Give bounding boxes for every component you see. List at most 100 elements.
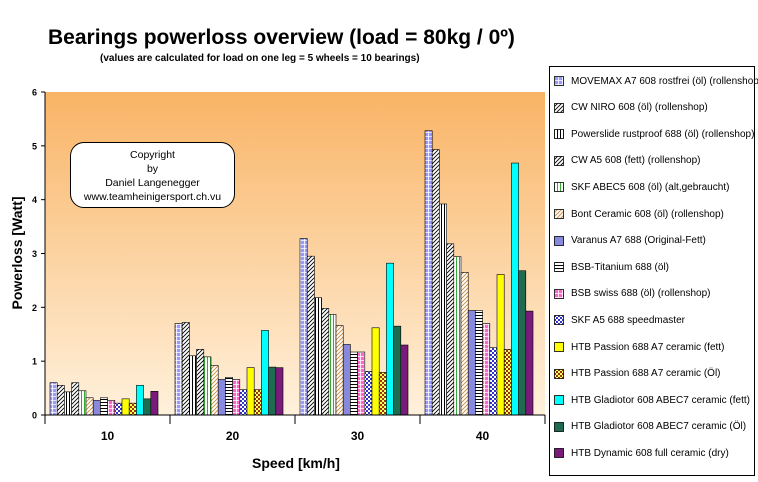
chart-area: 0 1 2 3 4 5 6 10 20 30 40 — [32, 88, 546, 443]
x-tick-label: 40 — [476, 429, 490, 443]
bar — [342, 344, 351, 416]
legend-swatch — [554, 395, 564, 406]
bar — [378, 372, 387, 416]
legend-label: SKF A5 688 speedmaster — [571, 314, 685, 326]
y-tick-label: 0 — [32, 411, 37, 421]
legend-label: Bont Ceramic 608 (öl) (rollenshop) — [571, 208, 724, 220]
bar — [275, 367, 284, 416]
legend-item: Varanus A7 688 (Original-Fett) — [554, 234, 706, 248]
bar — [357, 351, 366, 416]
legend-item: Powerslide rustproof 688 (öl) (rollensho… — [554, 127, 754, 141]
bar — [371, 327, 380, 416]
bar — [71, 382, 80, 416]
bar — [261, 330, 269, 416]
y-tick-label: 1 — [32, 357, 37, 367]
legend-item: BSB swiss 688 (öl) (rollenshop) — [554, 287, 711, 301]
legend-label: HTB Passion 688 A7 ceramic (Öl) — [571, 368, 721, 380]
bar — [525, 310, 534, 416]
legend-item: HTB Dynamic 608 full ceramic (dry) — [554, 446, 729, 460]
legend-label: Powerslide rustproof 688 (öl) (rollensho… — [571, 128, 755, 140]
bar — [196, 349, 205, 416]
legend-swatch — [554, 182, 564, 193]
bar — [321, 308, 330, 416]
copyright-box: Copyright by Daniel Langenegger www.team… — [70, 142, 235, 208]
y-tick-label: 4 — [32, 195, 37, 205]
bar — [386, 262, 394, 416]
legend-label: SKF ABEC5 608 (öl) (alt,gebraucht) — [571, 181, 730, 193]
copyright-line: Daniel Langenegger — [105, 177, 200, 189]
legend-swatch — [554, 155, 564, 166]
bar — [511, 162, 519, 416]
legend-label: Varanus A7 688 (Original-Fett) — [571, 235, 706, 247]
bar — [189, 355, 197, 416]
bar — [136, 385, 144, 416]
bar — [114, 402, 123, 416]
bar — [503, 349, 512, 416]
legend-item: CW NIRO 608 (öl) (rollenshop) — [554, 101, 708, 115]
bar — [64, 391, 72, 416]
legend-item: SKF A5 688 speedmaster — [554, 313, 685, 327]
legend-swatch — [554, 235, 564, 246]
legend-item: SKF ABEC5 608 (öl) (alt,gebraucht) — [554, 180, 729, 194]
bar — [56, 385, 65, 416]
legend-item: HTB Passion 688 A7 ceramic (fett) — [554, 340, 724, 354]
copyright-line: www.teamheinigersport.ch.vu — [83, 191, 222, 203]
bar — [128, 402, 137, 416]
copyright-line: Copyright — [130, 149, 175, 161]
bar — [268, 366, 277, 416]
bar — [85, 397, 94, 416]
bar — [431, 149, 440, 416]
bar — [299, 238, 308, 416]
bar — [225, 377, 233, 416]
bar — [49, 382, 58, 416]
bar — [232, 379, 241, 416]
bar — [424, 130, 433, 416]
bar — [253, 389, 262, 416]
y-tick-label: 2 — [32, 303, 37, 313]
legend-label: HTB Gladiotor 608 ABEC7 ceramic (fett) — [571, 394, 750, 406]
legend-label: MOVEMAX A7 608 rostfrei (öl) (rollenshop… — [571, 75, 758, 87]
x-tick-label: 10 — [101, 429, 115, 443]
bar — [210, 365, 219, 416]
y-tick-label: 3 — [32, 249, 37, 259]
x-tick-label: 30 — [351, 429, 365, 443]
legend-item: HTB Gladiotor 608 ABEC7 ceramic (fett) — [554, 393, 750, 407]
legend-label: HTB Dynamic 608 full ceramic (dry) — [571, 447, 729, 459]
legend-item: BSB-Titanium 688 (öl) — [554, 260, 669, 274]
x-tick-label: 20 — [226, 429, 240, 443]
y-axis-label: Powerloss [Watt] — [9, 196, 25, 310]
copyright-line: by — [146, 163, 159, 175]
bar — [489, 347, 498, 416]
legend-swatch — [554, 288, 564, 299]
bar — [482, 323, 491, 416]
legend-label: BSB swiss 688 (öl) (rollenshop) — [571, 288, 711, 300]
bar — [306, 255, 315, 416]
legend-label: CW NIRO 608 (öl) (rollenshop) — [571, 102, 708, 114]
bar — [121, 398, 130, 416]
legend-item: Bont Ceramic 608 (öl) (rollenshop) — [554, 207, 724, 221]
legend-swatch — [554, 209, 564, 219]
bar — [446, 243, 455, 416]
bar — [400, 344, 409, 416]
bar — [475, 310, 483, 416]
legend-swatch — [554, 102, 564, 113]
bar — [328, 314, 337, 416]
chart-title: Bearings powerloss overview (load = 80kg… — [48, 26, 515, 49]
bar — [92, 400, 101, 416]
bar — [364, 371, 373, 416]
legend: MOVEMAX A7 608 rostfrei (öl) (rollenshop… — [549, 66, 758, 476]
bar — [518, 270, 527, 416]
legend-label: BSB-Titanium 688 (öl) — [571, 261, 669, 273]
x-axis-label: Speed [km/h] — [252, 455, 340, 471]
legend-swatch — [554, 342, 564, 352]
legend-label: CW A5 608 (fett) (rollenshop) — [571, 155, 701, 167]
bar — [150, 391, 159, 416]
legend-swatch — [554, 129, 564, 140]
legend-swatch — [554, 76, 564, 86]
bar — [350, 351, 358, 416]
legend-item: HTB Gladiotor 608 ABEC7 ceramic (Öl) — [554, 420, 746, 434]
y-tick-label: 6 — [32, 88, 37, 98]
bar — [460, 272, 469, 416]
bar — [107, 400, 116, 416]
bar — [496, 274, 505, 416]
